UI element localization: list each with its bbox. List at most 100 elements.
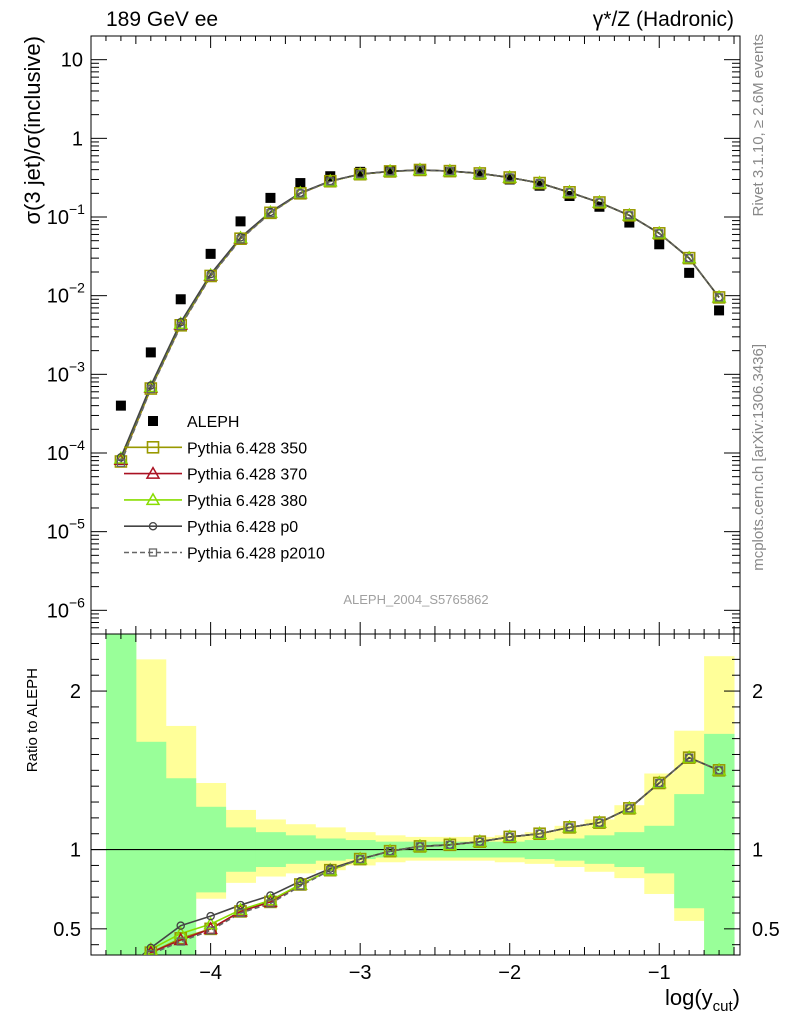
- data-point-s5: [625, 211, 634, 220]
- data-point-s5: [356, 170, 365, 179]
- data-point-s5: [385, 167, 395, 176]
- x-tick-label: −4: [199, 962, 222, 984]
- ratio-point-s3: [176, 921, 185, 930]
- ratio-point-s4: [266, 899, 275, 908]
- mcplots-credit-label: mcplots.cern.ch [arXiv:1306.3436]: [750, 344, 767, 571]
- data-point-s0: [235, 216, 246, 227]
- data-point-s0: [624, 217, 635, 228]
- data-point-s0: [684, 267, 695, 278]
- ratio-point-s3: [266, 891, 275, 900]
- analysis-watermark: ALEPH_2004_S5765862: [343, 592, 488, 607]
- data-point-s5: [116, 458, 126, 467]
- ratio-point-s4: [625, 804, 634, 813]
- x-tick-label: −1: [648, 962, 671, 984]
- ratio-y-tick-label-right: 1: [752, 840, 763, 862]
- y-tick-exponent: −1: [69, 201, 85, 217]
- uncertainty-band-green: [105, 634, 137, 955]
- ratio-point-s4: [356, 854, 365, 864]
- legend-marker: [148, 521, 158, 531]
- data-point-s0: [175, 294, 186, 305]
- ratio-y-tick-label: 2: [70, 681, 81, 703]
- data-point-s0: [205, 248, 216, 259]
- data-point-s5: [445, 166, 455, 176]
- ratio-point-s4: [475, 837, 484, 846]
- legend-marker: [148, 416, 158, 426]
- data-point-s0: [115, 400, 126, 411]
- uncertainty-band-green: [135, 741, 167, 955]
- uncertainty-band-green: [704, 733, 735, 955]
- legend-label: Pythia 6.428 p2010: [187, 546, 325, 563]
- data-point-s0: [385, 165, 396, 176]
- data-point-s5: [146, 384, 155, 394]
- data-point-s5: [655, 229, 664, 238]
- legend-marker: [146, 440, 160, 454]
- data-point-s0: [145, 347, 156, 358]
- data-point-s5: [595, 198, 604, 207]
- data-point-s0: [355, 166, 366, 177]
- ratio-point-s4: [565, 823, 574, 832]
- y-tick-exponent: −2: [69, 280, 85, 296]
- series-line-5: [120, 169, 720, 464]
- ratio-point-s4: [176, 937, 185, 946]
- ratio-bands: [105, 634, 735, 955]
- ratio-point-s3: [236, 900, 245, 910]
- ratio-point-s1: [115, 970, 127, 981]
- header-left-label: 189 GeV ee: [106, 8, 218, 31]
- ratio-point-s4: [385, 847, 395, 856]
- data-point-s0: [534, 180, 545, 191]
- data-point-s0: [504, 174, 515, 185]
- legend-marker: [145, 466, 161, 479]
- ratio-point-s3: [206, 911, 215, 921]
- ratio-point-s4: [445, 840, 455, 849]
- legend-marker: [145, 492, 161, 506]
- ratio-point-s4: [415, 842, 425, 851]
- ratio-point-s3: [296, 877, 305, 886]
- data-point-s4: [714, 293, 724, 302]
- data-point-s5: [685, 253, 694, 263]
- legend-label: Pythia 6.428 350: [187, 440, 307, 457]
- main-plot-frame: [90, 35, 741, 635]
- data-point-s5: [296, 189, 305, 198]
- data-point-s1: [144, 382, 158, 395]
- ratio-y-tick-label: 0.5: [53, 919, 81, 941]
- y-tick-exponent: −4: [69, 437, 85, 453]
- header-right-label: γ*/Z (Hadronic): [593, 8, 734, 31]
- data-point-s5: [475, 169, 484, 178]
- ratio-point-s3: [117, 970, 124, 977]
- data-point-s0: [265, 192, 276, 203]
- ratio-point-s4: [595, 818, 604, 827]
- data-point-s5: [176, 321, 185, 331]
- data-point-s4: [116, 453, 126, 462]
- data-point-s5: [326, 177, 335, 186]
- y-tick-exponent: −5: [69, 516, 85, 532]
- ratio-point-s4: [206, 926, 215, 935]
- data-point-s5: [714, 293, 724, 302]
- data-point-s5: [505, 173, 514, 182]
- data-point-s0: [295, 178, 306, 189]
- ratio-plot-frame: [90, 633, 741, 956]
- y-tick-label: 10: [47, 443, 69, 465]
- ratio-point-s3: [146, 943, 156, 953]
- data-point-s0: [474, 169, 485, 180]
- y-tick-label: 10: [47, 600, 69, 622]
- ratio-y-axis-label: Ratio to ALEPH: [24, 668, 41, 772]
- y-tick-label: 10: [47, 286, 69, 308]
- ratio-point-s2: [115, 969, 127, 980]
- ratio-point-s4: [146, 950, 155, 955]
- legend-marker: [148, 548, 158, 557]
- ratio-point-s4: [714, 766, 724, 775]
- y-tick-label: 1: [72, 128, 83, 150]
- legend-label: ALEPH: [187, 414, 239, 431]
- data-point-s0: [414, 165, 425, 176]
- x-tick-label: −2: [498, 962, 521, 984]
- data-point-s5: [535, 178, 544, 188]
- y-tick-label: 10: [61, 50, 83, 72]
- legend: ALEPH Pythia 6.428 350 Pythia 6.428 370 Pyt…: [124, 414, 325, 563]
- ratio-point-s4: [655, 778, 664, 788]
- data-point-s5: [415, 165, 425, 175]
- main-y-axis-label: σ(3 jet)/σ(inclusive): [20, 36, 45, 225]
- ratio-line-4: [148, 756, 720, 955]
- ratio-y-tick-label-right: 0.5: [752, 919, 780, 941]
- y-tick-exponent: −3: [69, 358, 85, 374]
